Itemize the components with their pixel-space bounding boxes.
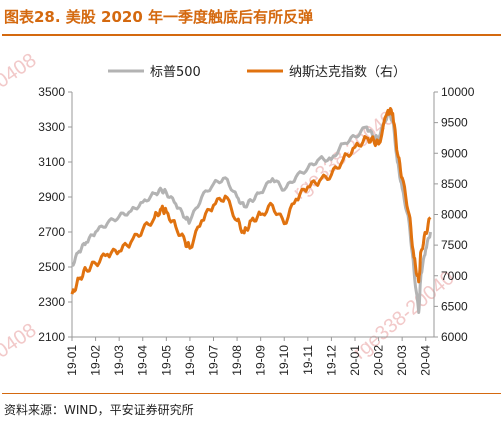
x-tick-label: 19-09 — [254, 345, 268, 376]
watermark-text: 20408 — [0, 319, 40, 369]
legend-item-nasdaq-label: 纳斯达克指数（右） — [289, 65, 406, 80]
y-right-tick-label: 6500 — [441, 299, 468, 313]
y-left-tick-label: 2100 — [38, 330, 65, 344]
y-left-tick-label: 2700 — [38, 225, 65, 239]
chart-axes: 2100 2300 2500 2700 2900 3100 3300 3500 6000 6500… — [38, 85, 474, 376]
title-divider — [2, 34, 501, 36]
x-tick-label: 19-07 — [206, 345, 220, 376]
source-note: 资料来源：WIND，平安证券研究所 — [4, 403, 194, 417]
chart-legend: 标普500 纳斯达克指数（右） — [108, 65, 406, 80]
y-right-tick-label: 8000 — [441, 208, 468, 222]
legend-item-sp500-label: 标普500 — [150, 65, 201, 80]
x-tick-label: 20-03 — [395, 345, 409, 376]
y-right-tick-label: 7000 — [441, 269, 468, 283]
figure-title: 图表28. 美股 2020 年一季度触底后有所反弹 — [4, 8, 313, 26]
y-right-tick-label: 10000 — [441, 85, 475, 99]
x-tick-label: 19-03 — [112, 345, 126, 376]
x-tick-label: 19-06 — [183, 345, 197, 376]
x-tick-label: 19-12 — [324, 345, 338, 376]
x-tick-label: 19-02 — [89, 345, 103, 376]
footer-divider — [2, 393, 501, 394]
y-left-tick-label: 2300 — [38, 295, 65, 309]
x-tick-label: 19-10 — [277, 345, 291, 376]
x-tick-label: 19-11 — [301, 345, 315, 375]
series-layer — [70, 107, 432, 314]
y-right-tick-label: 7500 — [441, 238, 468, 252]
y-right-tick-label: 9500 — [441, 116, 468, 130]
x-tick-label: 20-01 — [348, 345, 362, 376]
y-right-tick-label: 9000 — [441, 146, 468, 160]
y-left-tick-label: 3500 — [38, 85, 65, 99]
y-right-tick-label: 6000 — [441, 330, 468, 344]
watermark-text: 20408 — [0, 49, 40, 99]
y-left-tick-label: 3300 — [38, 120, 65, 134]
x-tick-label: 19-08 — [230, 345, 244, 376]
y-left-tick-label: 3100 — [38, 155, 65, 169]
x-tick-label: 19-05 — [159, 345, 173, 376]
y-right-tick-label: 8500 — [441, 177, 468, 191]
y-left-tick-label: 2900 — [38, 190, 65, 204]
x-tick-label: 19-04 — [136, 345, 150, 376]
x-tick-label: 19-01 — [65, 345, 79, 376]
x-tick-label: 20-04 — [419, 345, 433, 376]
sp500-series-line — [71, 111, 432, 314]
y-left-tick-label: 2500 — [38, 260, 65, 274]
x-tick-label: 20-02 — [372, 345, 386, 376]
nasdaq-series-line — [70, 107, 432, 295]
